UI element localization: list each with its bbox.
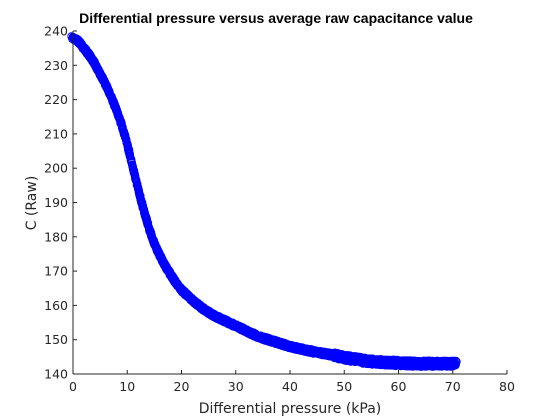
data-point (177, 285, 186, 295)
y-tick-label: 160 (44, 298, 68, 313)
data-point (231, 321, 240, 331)
y-tick-label: 190 (44, 195, 68, 210)
data-point (123, 140, 132, 149)
data-point (141, 214, 150, 223)
x-tick-label: 40 (282, 379, 298, 394)
data-point (161, 261, 170, 271)
data-point (340, 353, 349, 362)
data-point (264, 335, 273, 344)
data-point (307, 347, 316, 356)
data-point (361, 356, 371, 366)
data-point (188, 296, 197, 305)
data-points (67, 32, 461, 371)
data-point (172, 279, 181, 288)
data-point (383, 358, 392, 367)
data-point (105, 87, 114, 96)
data-point (90, 59, 99, 68)
chart-title: Differential pressure versus average raw… (79, 10, 473, 26)
data-point (96, 69, 105, 79)
data-point (253, 332, 262, 341)
data-point (451, 359, 460, 368)
y-tick-label: 240 (44, 24, 68, 39)
data-point (166, 270, 175, 279)
data-point (115, 113, 124, 122)
data-point (210, 311, 219, 320)
data-point (79, 44, 88, 53)
data-point (139, 205, 148, 214)
data-point (85, 50, 94, 60)
data-point (155, 251, 164, 260)
data-point (285, 342, 295, 351)
x-tick-label: 30 (228, 379, 244, 394)
data-point (150, 239, 159, 248)
data-point (351, 355, 360, 364)
data-point (405, 359, 414, 368)
x-tick-label: 20 (174, 379, 190, 394)
y-tick-label: 220 (44, 92, 68, 107)
data-point (144, 224, 153, 233)
x-tick-label: 80 (499, 379, 515, 394)
x-tick-label: 0 (69, 379, 77, 394)
data-point (128, 162, 137, 171)
data-point (112, 105, 121, 115)
data-point (127, 154, 136, 164)
data-point (437, 359, 446, 368)
x-tick-label: 70 (445, 379, 461, 394)
data-point (329, 351, 338, 360)
data-point (451, 356, 460, 365)
data-point (134, 184, 143, 193)
data-point (242, 327, 251, 336)
data-point (106, 92, 116, 101)
y-tick-label: 200 (44, 161, 68, 176)
data-point (117, 121, 126, 130)
data-point (394, 358, 403, 368)
data-point (426, 359, 436, 368)
data-point (101, 80, 110, 89)
x-axis-label: Differential pressure (kPa) (199, 401, 382, 417)
x-tick-label: 60 (391, 379, 407, 394)
data-point (416, 359, 425, 368)
data-point (450, 360, 459, 369)
y-tick-label: 140 (44, 367, 68, 382)
data-point (372, 357, 381, 367)
data-point (296, 344, 305, 354)
data-point (220, 316, 229, 325)
y-tick-label: 230 (44, 58, 68, 73)
ticks: 0 10 20 30 40 50 60 70 80 140 150 160 170 180 190 200 21… (44, 24, 515, 395)
y-tick-label: 180 (44, 229, 68, 244)
data-point (275, 339, 284, 348)
x-tick-label: 50 (336, 379, 352, 394)
y-tick-label: 150 (44, 332, 68, 347)
y-axis-label: C (Raw) (24, 176, 40, 231)
y-tick-label: 170 (44, 264, 68, 279)
x-tick-label: 10 (119, 379, 135, 394)
data-point (199, 304, 208, 313)
data-point (318, 349, 327, 358)
y-tick-label: 210 (44, 126, 68, 141)
data-point (122, 135, 131, 144)
data-point (121, 130, 130, 140)
data-point (74, 37, 83, 46)
